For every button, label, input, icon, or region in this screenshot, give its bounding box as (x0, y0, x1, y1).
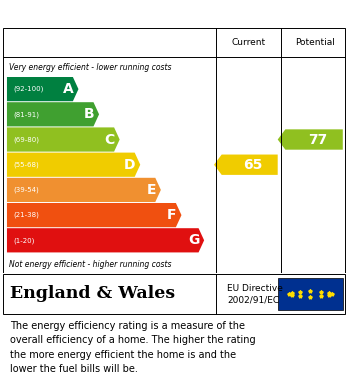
Polygon shape (7, 178, 161, 202)
Text: Energy Efficiency Rating: Energy Efficiency Rating (9, 7, 230, 22)
Text: (69-80): (69-80) (13, 136, 39, 143)
Text: (81-91): (81-91) (13, 111, 39, 118)
Text: Very energy efficient - lower running costs: Very energy efficient - lower running co… (9, 63, 171, 72)
Polygon shape (7, 203, 181, 227)
Text: 2002/91/EC: 2002/91/EC (227, 296, 279, 305)
Text: C: C (104, 133, 115, 147)
Text: 65: 65 (244, 158, 263, 172)
Bar (278, 278, 343, 310)
Text: The energy efficiency rating is a measure of the
overall efficiency of a home. T: The energy efficiency rating is a measur… (10, 321, 256, 374)
Text: 77: 77 (308, 133, 327, 147)
Text: A: A (63, 82, 73, 96)
Text: G: G (188, 233, 199, 248)
Polygon shape (7, 77, 78, 101)
Text: Potential: Potential (295, 38, 334, 47)
Text: F: F (167, 208, 176, 222)
Text: (55-68): (55-68) (13, 161, 39, 168)
Polygon shape (214, 154, 278, 175)
Polygon shape (278, 129, 343, 150)
Text: Current: Current (232, 38, 266, 47)
Text: EU Directive: EU Directive (227, 285, 283, 294)
Text: (39-54): (39-54) (13, 187, 39, 193)
Text: D: D (124, 158, 135, 172)
Text: E: E (147, 183, 156, 197)
Text: (21-38): (21-38) (13, 212, 39, 218)
Text: (92-100): (92-100) (13, 86, 44, 92)
Text: (1-20): (1-20) (13, 237, 34, 244)
Polygon shape (7, 127, 120, 152)
Text: B: B (84, 107, 94, 121)
Polygon shape (7, 102, 99, 126)
Polygon shape (7, 228, 204, 253)
Text: England & Wales: England & Wales (10, 285, 175, 303)
Polygon shape (7, 152, 140, 177)
Text: Not energy efficient - higher running costs: Not energy efficient - higher running co… (9, 260, 171, 269)
